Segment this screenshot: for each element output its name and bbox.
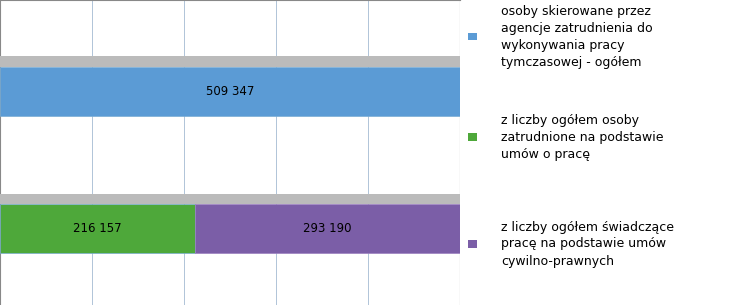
- Text: 293 190: 293 190: [304, 222, 352, 235]
- Bar: [195, 204, 460, 253]
- Bar: [0, 56, 460, 67]
- Text: 216 157: 216 157: [73, 222, 122, 235]
- Bar: [0, 204, 195, 253]
- Text: z liczby ogółem świadczące
pracę na podstawie umów
cywilno-prawnych: z liczby ogółem świadczące pracę na pods…: [501, 221, 674, 267]
- Text: z liczby ogółem osoby
zatrudnione na podstawie
umów o pracę: z liczby ogółem osoby zatrudnione na pod…: [501, 114, 663, 161]
- Bar: [0, 67, 460, 116]
- Text: osoby skierowane przez
agencje zatrudnienia do
wykonywania pracy
tymczasowej - o: osoby skierowane przez agencje zatrudnie…: [501, 5, 653, 69]
- Bar: [0, 194, 460, 204]
- Text: 509 347: 509 347: [206, 85, 254, 98]
